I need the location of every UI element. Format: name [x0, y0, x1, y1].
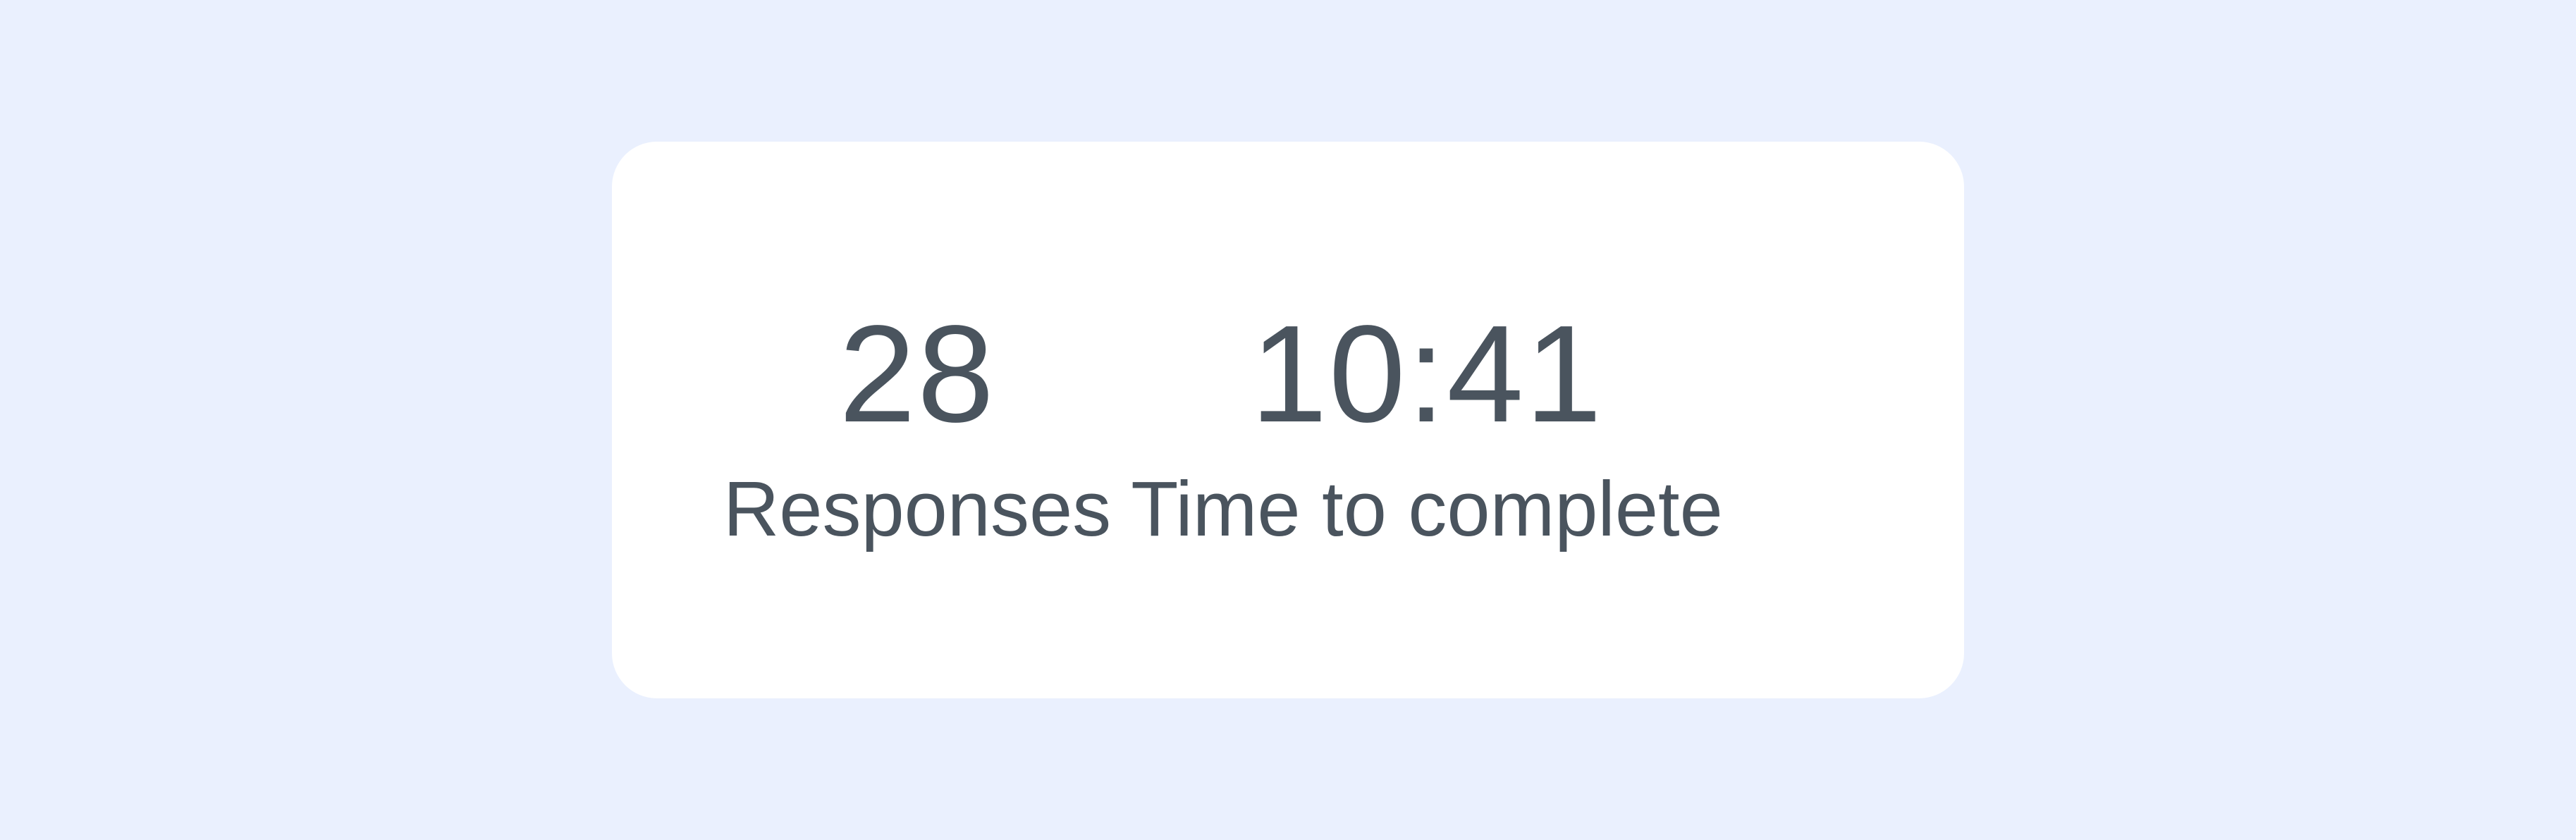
stats-card: 28 Responses 10:41 Time to complete — [612, 142, 1964, 698]
responses-count: 28 — [838, 297, 995, 451]
time-to-complete-label: Time to complete — [1131, 466, 1723, 552]
responses-label: Responses — [723, 466, 1112, 552]
time-to-complete-value: 10:41 — [1250, 297, 1604, 451]
time-to-complete-stat: 10:41 Time to complete — [1110, 304, 1744, 552]
responses-stat: 28 Responses — [584, 304, 1251, 552]
